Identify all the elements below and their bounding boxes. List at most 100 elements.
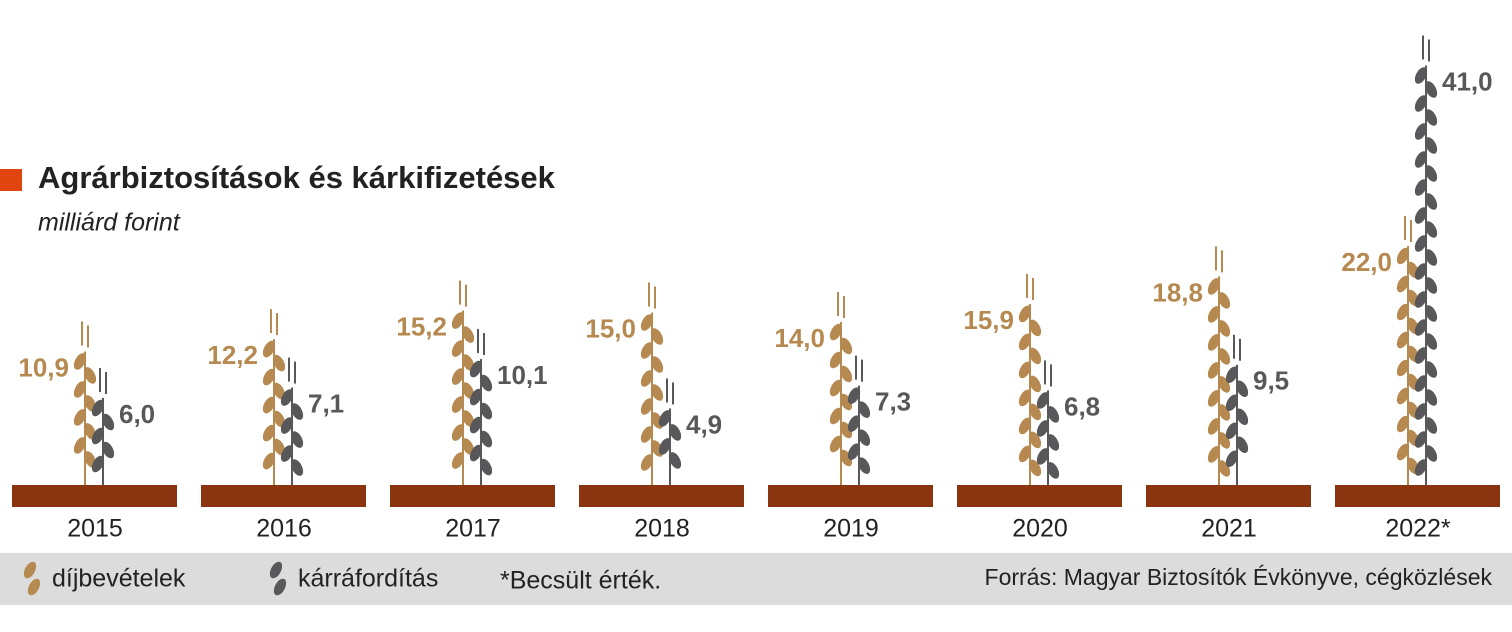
wheat-stalk: [262, 309, 286, 485]
wheat-stalk: [91, 368, 115, 485]
kernel: [451, 452, 465, 469]
chart-subtitle: milliárd forint: [38, 209, 181, 237]
kernel: [1396, 247, 1410, 265]
kernel: [73, 409, 87, 426]
x-tick-label: 2021: [1201, 515, 1257, 543]
kernel: [272, 438, 286, 456]
kernel: [1414, 375, 1428, 392]
kernel: [262, 424, 276, 442]
kernel: [1225, 450, 1239, 468]
kernel: [461, 382, 475, 399]
value-label: 6,8: [1064, 391, 1100, 421]
legend-label: díjbevételek: [52, 565, 186, 593]
value-label: 15,2: [396, 311, 447, 341]
kernel: [1396, 415, 1410, 433]
value-label: 15,0: [585, 313, 636, 343]
kernel: [1414, 291, 1428, 308]
kernel: [461, 354, 475, 371]
kernel: [847, 415, 861, 432]
kernel: [280, 445, 294, 462]
kernel: [847, 443, 861, 460]
kernel: [290, 403, 304, 420]
kernel: [829, 435, 843, 453]
wheat-stalk: [1414, 35, 1438, 485]
kernel: [1235, 380, 1249, 398]
value-label: 12,2: [207, 340, 258, 370]
kernel: [1217, 348, 1231, 365]
kernel: [668, 452, 682, 469]
kernel: [290, 431, 304, 448]
kernel: [1225, 394, 1239, 412]
kernel: [27, 578, 41, 596]
kernel: [1424, 389, 1438, 406]
kernel: [1414, 95, 1428, 112]
x-tick-label: 2018: [634, 515, 690, 543]
kernel: [1396, 387, 1410, 405]
value-label: 10,1: [497, 360, 548, 390]
value-label: 41,0: [1442, 66, 1493, 96]
kernel: [91, 455, 105, 473]
kernel: [1396, 359, 1410, 377]
kernel: [73, 437, 87, 454]
wheat-stalk: [1207, 246, 1231, 485]
kernel: [479, 374, 493, 392]
kernel: [451, 340, 465, 357]
kernel: [451, 396, 465, 413]
kernel: [1414, 459, 1428, 476]
kernel: [451, 368, 465, 385]
kernel: [1018, 305, 1032, 323]
wheat-stalk: [847, 355, 871, 485]
kernel: [640, 398, 654, 415]
kernel: [650, 384, 664, 401]
kernel: [1424, 333, 1438, 350]
kernel: [1424, 445, 1438, 462]
kernel: [650, 356, 664, 373]
kernel: [1414, 123, 1428, 140]
kernel: [262, 340, 276, 358]
kernel: [640, 314, 654, 331]
kernel: [1018, 361, 1032, 379]
kernel: [1424, 249, 1438, 266]
kernel: [1414, 67, 1428, 84]
kernel: [1424, 361, 1438, 378]
kernel: [1046, 406, 1060, 423]
kernel: [1028, 319, 1042, 337]
kernel: [1217, 292, 1231, 309]
kernel: [1046, 462, 1060, 479]
kernel: [451, 312, 465, 329]
kernel: [1424, 417, 1438, 434]
kernel: [1207, 278, 1221, 295]
chart-title: Agrárbiztosítások és kárkifizetések: [38, 160, 556, 195]
value-label: 14,0: [774, 323, 825, 353]
kernel: [83, 367, 97, 384]
kernel: [1424, 193, 1438, 210]
kernel: [451, 424, 465, 441]
kernel: [262, 396, 276, 414]
x-tick-label: 2015: [67, 515, 123, 543]
kernel: [469, 444, 483, 462]
value-label: 6,0: [119, 399, 155, 429]
kernel: [1414, 151, 1428, 168]
kernel: [1207, 418, 1221, 435]
kernel: [1424, 221, 1438, 238]
kernel: [1036, 420, 1050, 437]
kernel: [479, 430, 493, 448]
kernel: [857, 401, 871, 418]
note: *Becsült érték.: [500, 567, 661, 595]
legend-icon: [23, 561, 41, 596]
kernel: [1414, 263, 1428, 280]
kernel: [829, 407, 843, 425]
kernel: [1028, 431, 1042, 449]
wheat-stalk: [640, 282, 664, 485]
kernel: [640, 342, 654, 359]
wheat-stalk: [451, 280, 475, 485]
kernel: [1424, 81, 1438, 98]
kernel: [280, 417, 294, 434]
value-label: 9,5: [1253, 366, 1289, 396]
kernel: [1424, 277, 1438, 294]
wheat-stalk: [1018, 273, 1042, 485]
kernel: [101, 413, 115, 431]
title-marker: [0, 169, 22, 191]
kernel: [1424, 137, 1438, 154]
